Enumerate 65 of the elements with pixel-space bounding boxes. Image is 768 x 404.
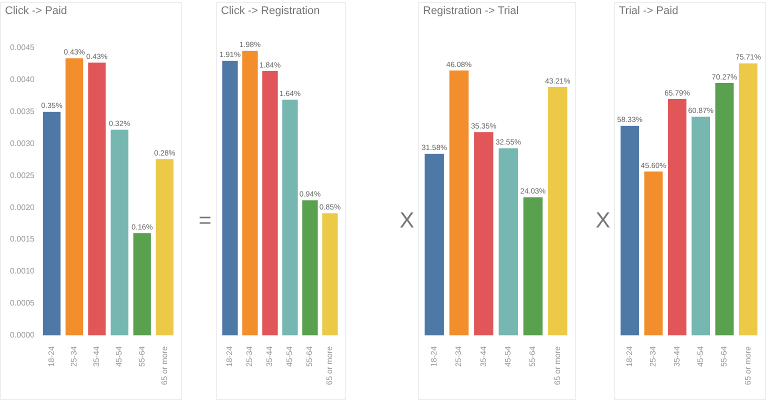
bar xyxy=(548,87,568,336)
x-tick-label: 45-54 xyxy=(504,346,513,367)
bar xyxy=(644,172,663,336)
x-tick-label: 35-44 xyxy=(265,346,274,367)
x-tick-label: 18-24 xyxy=(430,346,439,367)
bar xyxy=(692,116,710,336)
bar xyxy=(302,200,318,336)
x-tick-label: 35-44 xyxy=(92,346,102,367)
bar xyxy=(66,58,84,336)
bar xyxy=(620,126,640,336)
y-tick-label: 0.0015 xyxy=(10,234,36,244)
bar xyxy=(449,70,469,336)
chart-title: Click -> Registration xyxy=(221,5,320,17)
y-tick-label: 0.0020 xyxy=(10,202,36,212)
bar xyxy=(262,70,278,336)
y-tick-label: 0.0035 xyxy=(10,107,36,116)
chart-title: Click -> Paid xyxy=(5,5,68,17)
text: X xyxy=(596,208,611,233)
text: X xyxy=(400,208,415,233)
x-tick-label: 55-64 xyxy=(720,346,729,367)
text: = xyxy=(198,208,212,233)
x-tick-label: 45-54 xyxy=(696,346,706,367)
bar xyxy=(668,99,686,336)
x-tick-label: 65 or more xyxy=(552,346,562,386)
bar xyxy=(133,233,151,336)
bar xyxy=(242,50,258,336)
x-tick-label: 55-64 xyxy=(528,346,538,367)
y-tick-label: 0.0025 xyxy=(10,170,36,180)
x-tick-label: 65 or more xyxy=(325,346,334,386)
x-tick-label: 25-34 xyxy=(454,346,464,367)
bar xyxy=(110,130,128,336)
x-tick-label: 65 or more xyxy=(743,346,752,386)
x-tick-label: 25-34 xyxy=(648,346,658,367)
bar xyxy=(738,63,758,336)
bar xyxy=(523,197,543,336)
y-tick-label: 0.0040 xyxy=(10,75,36,84)
bar xyxy=(156,159,174,336)
x-tick-label: 18-24 xyxy=(625,346,634,367)
y-tick-label: 0.0030 xyxy=(10,138,36,148)
y-tick-label: 0.0045 xyxy=(10,43,36,52)
chart-title: Trial -> Paid xyxy=(619,5,678,17)
x-tick-label: 65 or more xyxy=(160,346,169,386)
x-tick-label: 45-54 xyxy=(114,346,124,367)
bar xyxy=(424,154,444,336)
x-tick-label: 25-34 xyxy=(245,346,254,367)
bar xyxy=(322,213,338,336)
bar xyxy=(474,132,494,336)
bar xyxy=(88,62,106,336)
bar xyxy=(282,100,298,336)
y-tick-label: 0.0010 xyxy=(10,266,36,276)
x-tick-label: 35-44 xyxy=(478,346,488,367)
y-tick-label: 0.0000 xyxy=(10,330,36,340)
x-tick-label: 55-64 xyxy=(305,346,314,367)
bar xyxy=(715,82,734,336)
x-tick-label: 45-54 xyxy=(285,346,294,367)
bar xyxy=(42,112,61,336)
x-tick-label: 18-24 xyxy=(225,346,234,367)
chart-title: Registration -> Trial xyxy=(423,5,519,17)
y-tick-label: 0.0005 xyxy=(10,298,36,308)
bar xyxy=(222,60,238,336)
x-tick-label: 18-24 xyxy=(46,346,56,367)
x-tick-label: 35-44 xyxy=(672,346,682,367)
bar xyxy=(498,148,518,336)
x-tick-label: 55-64 xyxy=(137,346,146,367)
x-tick-label: 25-34 xyxy=(70,346,79,367)
